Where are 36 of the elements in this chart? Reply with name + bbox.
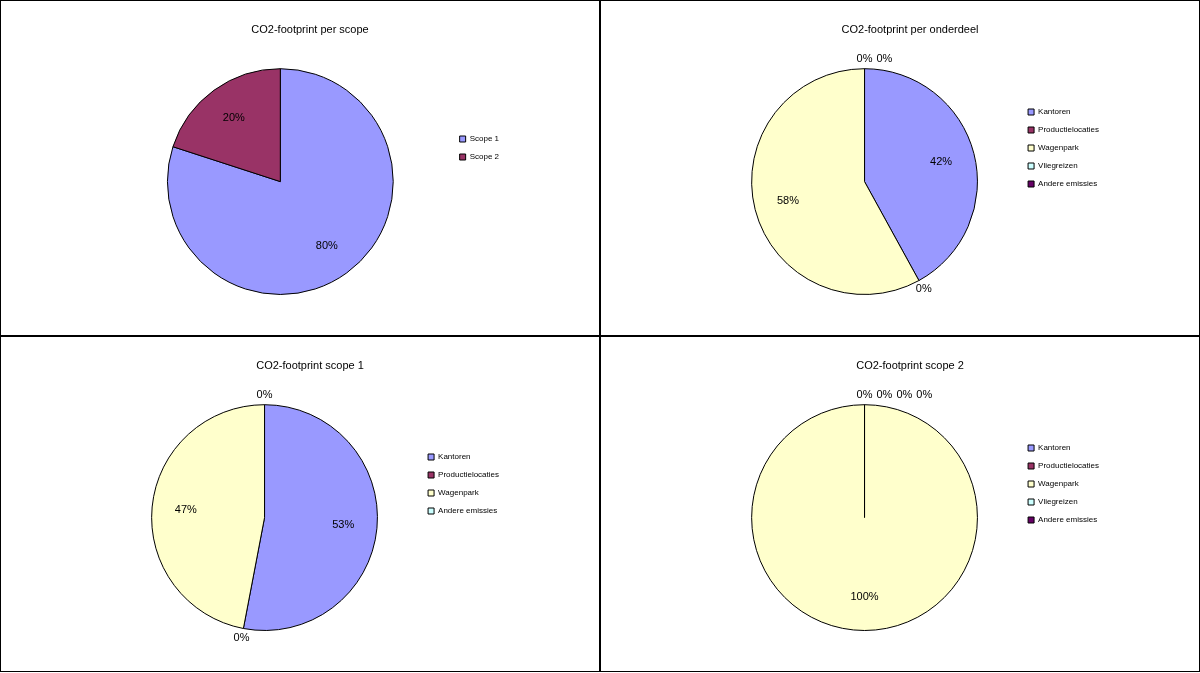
legend-label: Kantoren xyxy=(1038,443,1071,453)
text: 0% xyxy=(916,387,933,400)
legend-label: Andere emissies xyxy=(438,506,498,516)
legend-label: Wagenpark xyxy=(1038,479,1080,489)
legend-label: Wagenpark xyxy=(438,488,480,498)
text: 0% xyxy=(233,631,250,644)
legend-label: Scope 1 xyxy=(469,134,500,144)
legend-label: Productielocaties xyxy=(1038,125,1099,135)
legend-label: Scope 2 xyxy=(469,152,500,162)
text: 0% xyxy=(876,387,893,400)
text: 0% xyxy=(876,51,893,64)
chart-title: CO2-footprint scope 1 xyxy=(256,358,364,371)
legend-label: Kantoren xyxy=(438,452,471,462)
chart-title: CO2-footprint per onderdeel xyxy=(841,22,979,35)
legend-label: Wagenpark xyxy=(1038,143,1080,153)
data-label: 80% xyxy=(315,238,338,251)
legend-label: Productielocaties xyxy=(1038,461,1099,471)
legend-label: Vliegreizen xyxy=(1038,161,1078,171)
legend-label: Andere emissies xyxy=(1038,179,1098,189)
legend-label: Andere emissies xyxy=(1038,515,1098,525)
text: 0% xyxy=(256,387,273,400)
chart-title: CO2-footprint scope 2 xyxy=(856,358,964,371)
text: 0% xyxy=(856,51,873,64)
data-label: 100% xyxy=(850,589,879,602)
text: 0% xyxy=(856,387,873,400)
chart-title: CO2-footprint per scope xyxy=(251,22,369,35)
text: 0% xyxy=(896,387,913,400)
data-label: 58% xyxy=(776,194,800,207)
data-label: 47% xyxy=(174,503,198,516)
text: 0% xyxy=(915,282,932,295)
data-label: 20% xyxy=(222,110,246,123)
data-label: 53% xyxy=(332,518,355,531)
data-label: 42% xyxy=(930,154,953,167)
legend-label: Vliegreizen xyxy=(1038,497,1078,507)
legend-label: Productielocaties xyxy=(438,470,499,480)
legend-label: Kantoren xyxy=(1038,107,1071,117)
